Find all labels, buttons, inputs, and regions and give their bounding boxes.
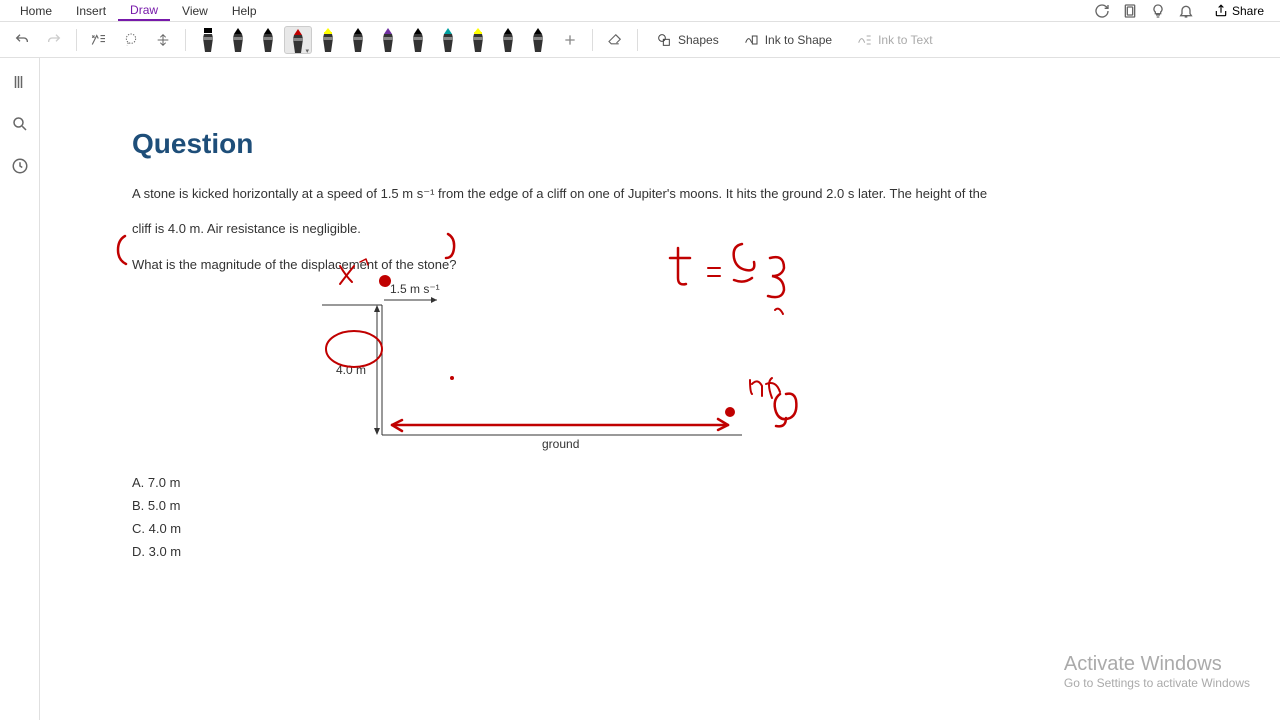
menu-bar: Home Insert Draw View Help Share [0,0,1280,22]
lasso-tool[interactable] [117,26,145,54]
menu-insert[interactable]: Insert [64,2,118,20]
menu-right: Share [1094,2,1272,20]
pen-3[interactable] [284,26,312,54]
add-pen-button[interactable] [556,26,584,54]
pen-0[interactable] [194,26,222,54]
diagram-svg: 1.5 m s⁻¹ 4.0 m ground [322,280,922,460]
physics-diagram: 1.5 m s⁻¹ 4.0 m ground [322,280,922,460]
content-block: Question A stone is kicked horizontally … [132,128,1032,567]
separator [637,29,638,51]
eraser-tool[interactable] [601,26,629,54]
body-text-1: A stone is kicked horizontally at a spee… [132,180,1032,209]
pen-8[interactable] [434,26,462,54]
left-rail [0,58,40,720]
menu-view[interactable]: View [170,2,220,20]
share-label: Share [1232,4,1264,18]
bulb-icon[interactable] [1150,3,1166,19]
ink-to-text-button[interactable]: Ink to Text [846,28,942,52]
insert-space-tool[interactable] [149,26,177,54]
menu-draw[interactable]: Draw [118,1,170,21]
option-c: C. 4.0 m [132,521,1032,536]
ink-to-shape-button[interactable]: Ink to Shape [733,28,842,52]
sync-icon[interactable] [1094,3,1110,19]
recent-icon[interactable] [8,154,32,178]
height-label: 4.0 m [336,363,366,377]
page-icon[interactable] [1122,3,1138,19]
pen-10[interactable] [494,26,522,54]
shapes-label: Shapes [678,33,719,47]
pen-4[interactable] [314,26,342,54]
pen-2[interactable] [254,26,282,54]
notebooks-icon[interactable] [8,70,32,94]
body-text-2: cliff is 4.0 m. Air resistance is neglig… [132,215,1032,244]
separator [76,29,77,51]
shapes-button[interactable]: Shapes [646,28,729,52]
pen-6[interactable] [374,26,402,54]
pen-group [194,26,552,54]
search-icon[interactable] [8,112,32,136]
pen-7[interactable] [404,26,432,54]
pen-5[interactable] [344,26,372,54]
velocity-label: 1.5 m s⁻¹ [390,282,440,296]
main-area: Question A stone is kicked horizontally … [0,58,1280,720]
option-b: B. 5.0 m [132,498,1032,513]
option-d: D. 3.0 m [132,544,1032,559]
pen-9[interactable] [464,26,492,54]
page-heading: Question [132,128,1032,160]
bell-icon[interactable] [1178,3,1194,19]
pen-1[interactable] [224,26,252,54]
text-tool[interactable] [85,26,113,54]
separator [592,29,593,51]
separator [185,29,186,51]
undo-button[interactable] [8,26,36,54]
options: A. 7.0 m B. 5.0 m C. 4.0 m D. 3.0 m [132,475,1032,559]
canvas[interactable]: Question A stone is kicked horizontally … [40,58,1280,720]
ink-to-text-label: Ink to Text [878,33,932,47]
menu-help[interactable]: Help [220,2,269,20]
redo-button[interactable] [40,26,68,54]
share-button[interactable]: Share [1206,2,1272,20]
ground-label: ground [542,437,579,451]
menu-home[interactable]: Home [8,2,64,20]
pen-11[interactable] [524,26,552,54]
option-a: A. 7.0 m [132,475,1032,490]
ink-to-shape-label: Ink to Shape [765,33,832,47]
toolbar: Shapes Ink to Shape Ink to Text [0,22,1280,58]
windows-watermark: Activate Windows Go to Settings to activ… [1064,653,1250,690]
watermark-sub: Go to Settings to activate Windows [1064,676,1250,690]
watermark-title: Activate Windows [1064,653,1250,676]
question-prompt: What is the magnitude of the displacemen… [132,257,1032,272]
